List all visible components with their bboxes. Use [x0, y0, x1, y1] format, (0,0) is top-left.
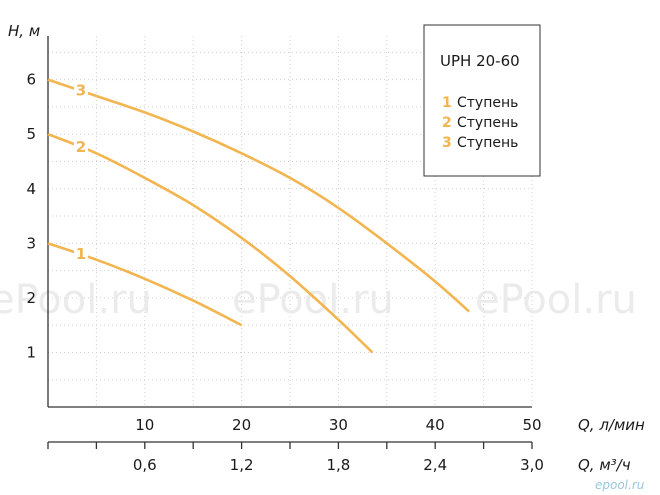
x-tick-label: 40 — [426, 416, 445, 434]
watermark: ePool.ru — [232, 277, 394, 323]
legend-item-3-number: 3 — [442, 135, 452, 151]
axes: 1 2 3 4 5 6 10 20 30 40 50 0,6 1,2 1,8 2,4 3,0 — [26, 36, 544, 474]
curve-label-stage-1: 1 — [76, 245, 86, 263]
legend-item-2-label: Ступень — [457, 115, 518, 131]
legend-item-2-number: 2 — [442, 115, 452, 131]
watermark: ePool.ru — [0, 277, 152, 323]
x2-tick-label: 3,0 — [520, 456, 544, 474]
watermark: ePool.ru — [475, 277, 637, 323]
curve-stage-2 — [47, 132, 374, 354]
site-logo: epool.ru — [595, 478, 645, 492]
curves: 1 2 3 — [47, 78, 470, 354]
curve-label-stage-2: 2 — [76, 138, 86, 156]
legend: UPH 20-60 1 Ступень 2 Ступень 3 Ступень — [423, 24, 541, 177]
y-tick-label: 4 — [26, 180, 36, 198]
x2-axis-title: Q, м³/ч — [578, 456, 631, 474]
curve-label-background — [73, 82, 88, 100]
y-axis-title: H, м — [8, 22, 40, 40]
x2-tick-label: 2,4 — [423, 456, 447, 474]
y-tick-label: 1 — [26, 343, 36, 361]
x2-tick-label: 0,6 — [133, 456, 157, 474]
legend-item-3-label: Ступень — [457, 135, 518, 151]
legend-box — [423, 24, 541, 177]
curve-label-stage-3: 3 — [76, 81, 86, 99]
legend-title: UPH 20-60 — [440, 52, 520, 70]
y-tick-label: 5 — [26, 125, 36, 143]
y-tick-label: 6 — [26, 71, 36, 89]
legend-item-1-number: 1 — [442, 95, 452, 111]
x2-tick-label: 1,8 — [326, 456, 350, 474]
grid — [48, 36, 533, 407]
x2-tick-label: 1,2 — [230, 456, 254, 474]
curve-label-background — [73, 246, 88, 264]
x-tick-label: 10 — [135, 416, 154, 434]
curve-stage-3 — [47, 78, 470, 313]
curve-label-background — [73, 138, 88, 156]
x-tick-label: 30 — [329, 416, 348, 434]
x-axis-title: Q, л/мин — [578, 416, 645, 434]
x-tick-label: 50 — [522, 416, 541, 434]
watermarks: ePool.ru ePool.ru ePool.ru — [0, 277, 637, 323]
legend-item-1-label: Ступень — [457, 95, 518, 111]
x-tick-label: 20 — [232, 416, 251, 434]
y-tick-label: 2 — [26, 289, 36, 307]
y-tick-label: 3 — [26, 234, 36, 252]
